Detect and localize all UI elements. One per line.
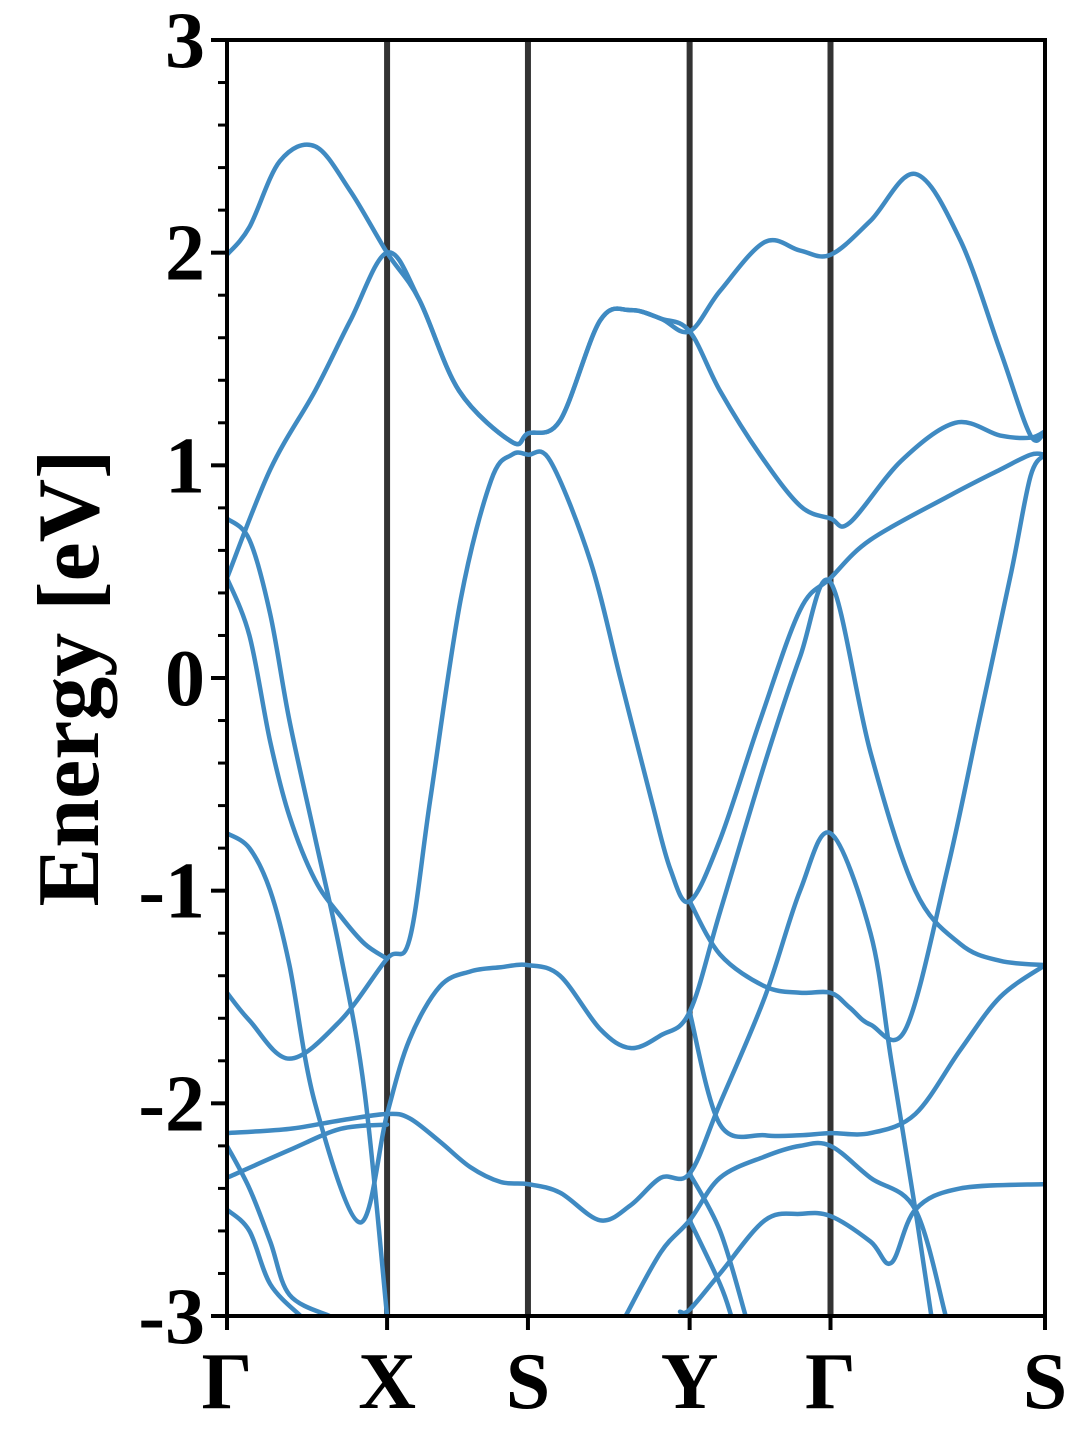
y-tick-label: 0 (165, 635, 205, 723)
band-line (227, 1122, 390, 1181)
band-line (623, 1140, 949, 1316)
y-tick-label: 2 (165, 210, 205, 298)
y-axis-label: Energy [eV] (21, 450, 118, 907)
band-line (227, 250, 1045, 581)
band-line (687, 962, 1045, 1140)
y-tick-label: -2 (138, 1060, 205, 1148)
x-tick-label: Γ (202, 1338, 253, 1426)
x-tick-label: S (1023, 1338, 1068, 1426)
x-tick-label: X (358, 1338, 416, 1426)
y-tick-label: 1 (165, 422, 205, 510)
kpath-lines (384, 40, 834, 1316)
plot-frame (225, 38, 1047, 1318)
band-line (687, 452, 1045, 1043)
band-line (227, 575, 390, 961)
x-tick-label: S (506, 1338, 551, 1426)
band-line (227, 449, 1045, 1061)
bands (227, 142, 1045, 1316)
band-line (687, 1171, 748, 1316)
band-line (227, 1143, 332, 1316)
x-tick-label: Γ (805, 1338, 856, 1426)
band-line (227, 830, 934, 1316)
y-tick-label: -1 (138, 848, 205, 936)
x-tick-label: Y (661, 1338, 719, 1426)
y-tick-label: -3 (138, 1273, 205, 1361)
band-line (227, 516, 390, 1316)
band-line (227, 142, 1045, 447)
band-line (677, 1181, 1045, 1316)
band-line (687, 1218, 734, 1316)
band-line (227, 1207, 303, 1316)
y-tick-label: 3 (165, 0, 205, 85)
